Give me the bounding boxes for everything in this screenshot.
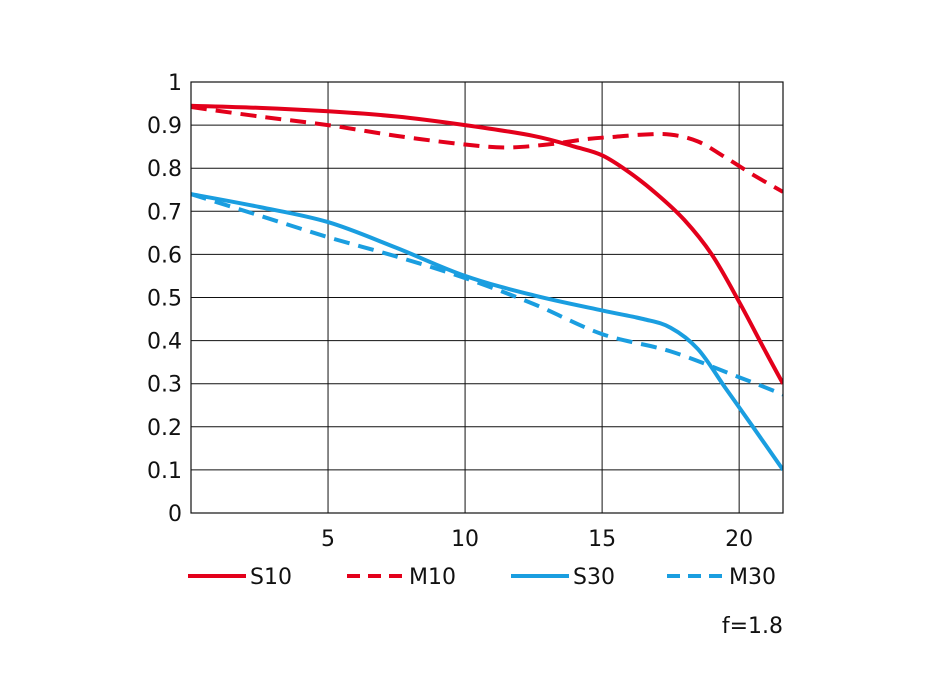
series-line-s10 — [191, 103, 783, 385]
series-line-m30 — [191, 192, 783, 397]
legend-label-s30: S30 — [573, 565, 615, 590]
y-tick-label: 0.1 — [147, 459, 182, 484]
y-tick-label: 0.7 — [147, 200, 182, 225]
y-tick-label: 0.5 — [147, 287, 182, 312]
x-tick-label: 5 — [321, 527, 335, 552]
y-tick-label: 0.2 — [147, 416, 182, 441]
series-lines — [191, 103, 783, 472]
legend-label-m10: M10 — [409, 565, 456, 590]
legend-label-m30: M30 — [729, 565, 776, 590]
legend-label-s10: S10 — [250, 565, 292, 590]
series-line-s30 — [191, 192, 783, 472]
x-tick-label: 10 — [451, 527, 479, 552]
y-tick-label: 0.3 — [147, 373, 182, 398]
y-tick-label: 0.4 — [147, 330, 182, 355]
x-tick-label: 15 — [588, 527, 616, 552]
x-tick-label: 20 — [725, 527, 753, 552]
y-tick-label: 0.9 — [147, 114, 182, 139]
y-tick-label: 0 — [168, 502, 182, 527]
aperture-annotation: f=1.8 — [722, 614, 783, 639]
y-tick-label: 1 — [168, 71, 182, 96]
series-line-m10 — [191, 105, 783, 194]
grid — [191, 81, 783, 514]
y-tick-label: 0.6 — [147, 243, 182, 268]
tick-labels: 00.10.20.30.40.50.60.70.80.915 10 15 20 — [147, 71, 753, 552]
legend: S10 M10 S30 M30 — [188, 565, 776, 590]
plot-frame — [190, 81, 784, 514]
y-tick-label: 0.8 — [147, 157, 182, 182]
